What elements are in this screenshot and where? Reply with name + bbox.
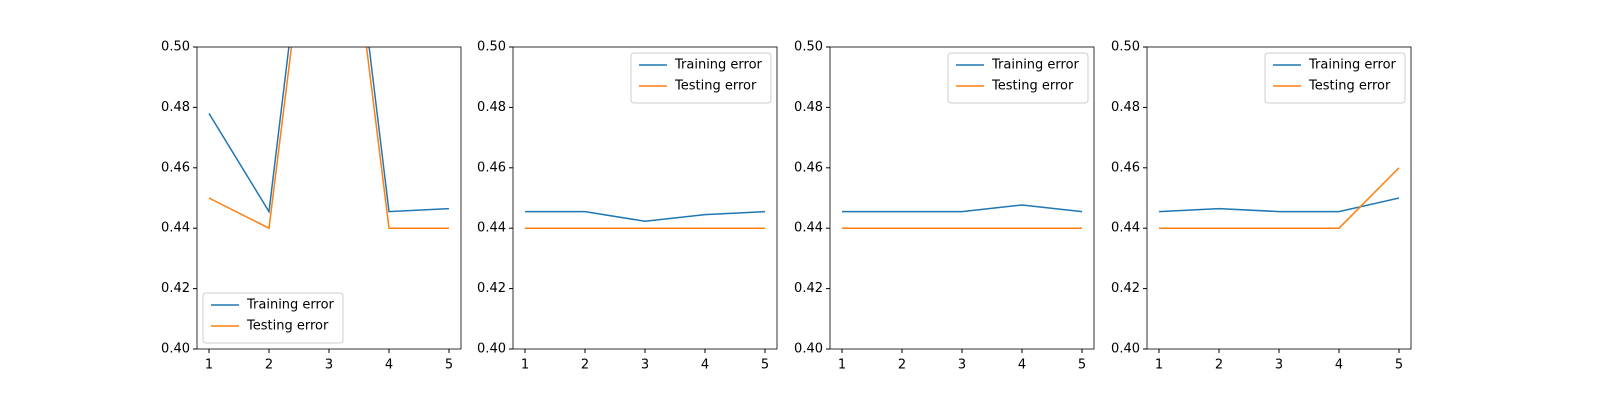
y-tick-label: 0.50 [1111,40,1140,55]
legend: Training error Testing error [947,52,1089,104]
y-tick-label: 0.46 [794,160,823,175]
y-tick-label: 0.40 [161,342,190,357]
axes-frame [196,46,462,350]
axes: 0.40 0.42 0.44 0.46 0.48 0.50 1 2 3 4 5 Training er… [477,40,778,373]
x-tick-label: 2 [1215,358,1223,373]
legend-label: Testing error [991,79,1074,94]
legend-label: Training error [246,298,335,313]
x-tick-label: 3 [325,358,333,373]
x-tick-label: 3 [958,358,966,373]
x-tick-label: 4 [1018,358,1026,373]
y-tick-label: 0.48 [161,100,190,115]
legend-label: Testing error [246,319,329,334]
legend-label: Training error [674,58,763,73]
series-line [842,204,1083,213]
y-tick-label: 0.48 [477,100,506,115]
series-line [208,47,449,230]
legend-label: Training error [991,58,1080,73]
y-tick-label: 0.42 [794,281,823,296]
y-tick-label: 0.50 [477,40,506,55]
legend: Training error Testing error [630,52,772,104]
x-tick-label: 5 [445,358,453,373]
y-tick-label: 0.44 [1111,221,1140,236]
legend: Training error Testing error [1264,52,1406,104]
y-tick-label: 0.50 [161,40,190,55]
legend: Training error Testing error [202,292,344,344]
y-tick-label: 0.46 [161,160,190,175]
y-tick-label: 0.40 [794,342,823,357]
axes: 0.40 0.42 0.44 0.46 0.48 0.50 1 2 3 4 5 Training er… [161,40,462,373]
x-tick-label: 4 [385,358,393,373]
x-tick-label: 2 [581,358,589,373]
legend-label: Testing error [674,79,757,94]
x-tick-label: 4 [1335,358,1343,373]
y-tick-label: 0.40 [477,342,506,357]
y-tick-label: 0.50 [794,40,823,55]
y-tick-label: 0.44 [161,221,190,236]
legend-label: Training error [1308,58,1397,73]
y-tick-label: 0.46 [1111,160,1140,175]
x-tick-label: 3 [1275,358,1283,373]
x-tick-label: 1 [838,358,846,373]
x-tick-label: 5 [1395,358,1403,373]
y-tick-label: 0.46 [477,160,506,175]
x-tick-label: 4 [701,358,709,373]
x-tick-label: 5 [1078,358,1086,373]
y-tick-label: 0.42 [477,281,506,296]
y-tick-label: 0.42 [1111,281,1140,296]
axes-frame [829,46,1095,350]
series-line [525,210,766,223]
axes-frame [1146,46,1412,350]
y-tick-label: 0.48 [794,100,823,115]
axes-frame [512,46,778,350]
y-tick-label: 0.44 [477,221,506,236]
x-tick-label: 1 [1155,358,1163,373]
legend-label: Testing error [1308,79,1391,94]
x-tick-label: 2 [898,358,906,373]
axes: 0.40 0.42 0.44 0.46 0.48 0.50 1 2 3 4 5 Training er… [1111,40,1412,373]
y-tick-label: 0.40 [1111,342,1140,357]
x-tick-label: 1 [521,358,529,373]
series-line [208,47,450,214]
series-line [1159,167,1400,229]
y-tick-label: 0.48 [1111,100,1140,115]
y-tick-label: 0.44 [794,221,823,236]
axes: 0.40 0.42 0.44 0.46 0.48 0.50 1 2 3 4 5 Training er… [794,40,1095,373]
x-tick-label: 3 [641,358,649,373]
x-tick-label: 1 [205,358,213,373]
y-tick-label: 0.42 [161,281,190,296]
x-tick-label: 2 [265,358,273,373]
x-tick-label: 5 [761,358,769,373]
